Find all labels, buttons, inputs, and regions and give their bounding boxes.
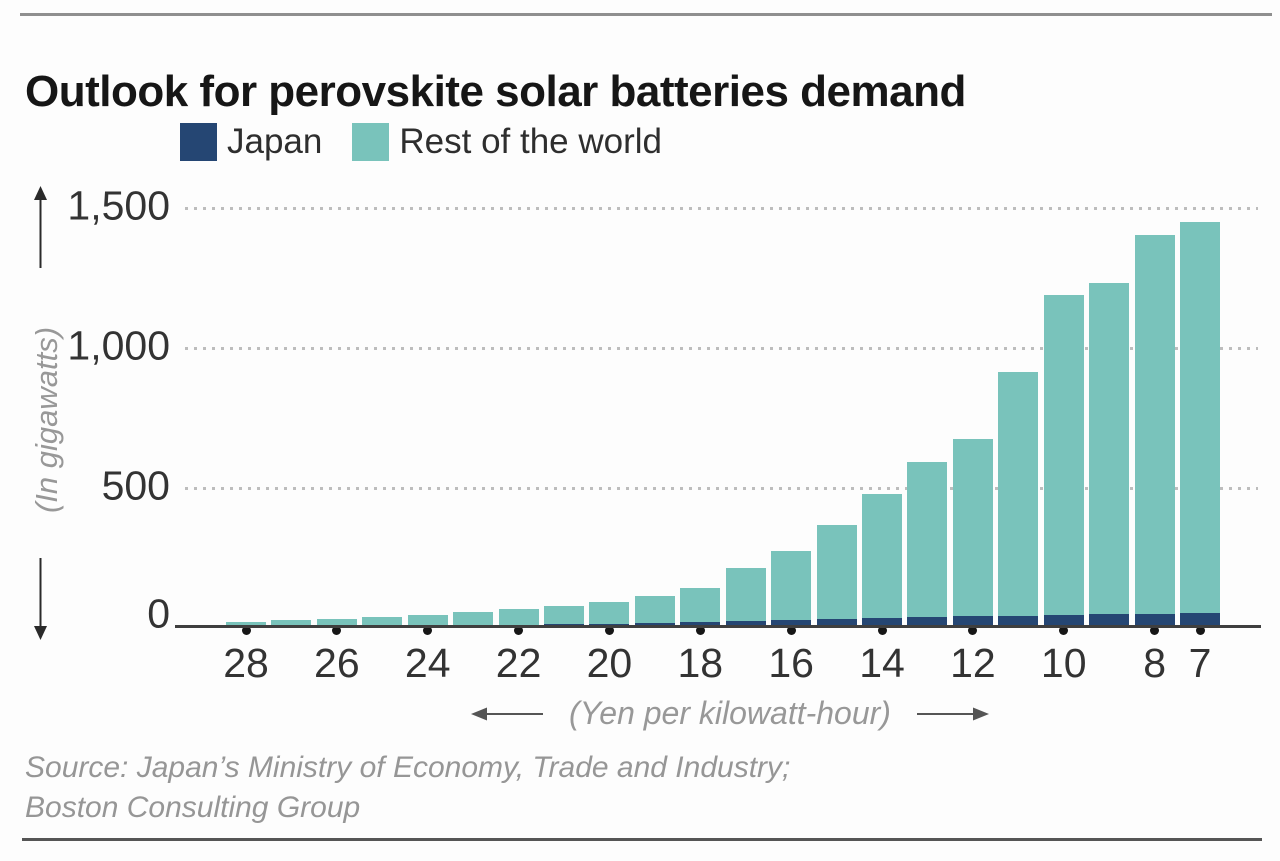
- x-tick-label: 26: [314, 640, 360, 686]
- bar-rest-of-world-segment: [725, 568, 766, 622]
- x-tick-dot: [695, 626, 705, 635]
- x-tick-dot: [968, 626, 978, 635]
- bar-japan-segment: [634, 622, 675, 627]
- bar-japan-segment: [998, 615, 1039, 627]
- legend-label-japan: Japan: [227, 122, 323, 161]
- bar-rest-of-world-segment: [952, 438, 993, 617]
- y-tick-label-1000: 1,000: [67, 322, 170, 369]
- bar-rest-of-world-segment: [226, 621, 266, 627]
- x-tick-dot: [1150, 626, 1160, 635]
- x-axis-unit-row: (Yen per kilowatt-hour): [400, 695, 1060, 732]
- bar-rest-of-world-segment: [680, 587, 721, 622]
- bar-rest-of-world-segment: [1180, 222, 1221, 613]
- y-axis-down-arrow-icon: [34, 558, 47, 640]
- x-tick-label: 7: [1188, 640, 1212, 686]
- bar-japan-segment: [1180, 613, 1221, 627]
- x-axis-right-arrow-icon: [916, 707, 989, 720]
- chart-title: Outlook for perovskite solar batteries d…: [25, 67, 966, 117]
- x-tick-dot: [786, 626, 796, 635]
- bar-japan-segment: [1089, 614, 1130, 627]
- x-tick-dot: [604, 626, 614, 635]
- gridline-500: [185, 487, 1258, 490]
- bar-rest-of-world-segment: [1043, 295, 1084, 615]
- bar-rest-of-world-segment: [544, 606, 584, 625]
- bar-japan-segment: [771, 620, 812, 627]
- y-axis-up-arrow-icon: [34, 186, 47, 268]
- bar-rest-of-world-segment: [998, 372, 1039, 616]
- y-axis-unit-label: (In gigawatts): [29, 326, 64, 514]
- bar-rest-of-world-segment: [362, 616, 403, 626]
- legend-swatch-japan: [180, 123, 217, 161]
- bar-rest-of-world-segment: [1134, 235, 1175, 614]
- x-tick-label: 14: [859, 640, 905, 686]
- bar-rest-of-world-segment: [453, 611, 494, 626]
- bottom-divider: [22, 838, 1262, 841]
- bar-rest-of-world-segment: [316, 618, 357, 626]
- x-tick-dot: [877, 626, 887, 635]
- bar-japan-segment: [952, 616, 993, 627]
- bar-rest-of-world-segment: [634, 595, 675, 623]
- bar-rest-of-world-segment: [407, 614, 448, 626]
- bar-rest-of-world-segment: [771, 550, 812, 620]
- bar-rest-of-world-segment: [907, 461, 948, 617]
- y-tick-label-1500: 1,500: [67, 182, 170, 229]
- y-tick-label-0: 0: [147, 590, 170, 637]
- x-tick-label: 28: [223, 640, 269, 686]
- x-tick-dot: [514, 626, 524, 635]
- bar-rest-of-world-segment: [862, 494, 903, 618]
- gridline-1000: [185, 347, 1258, 350]
- bar-japan-segment: [862, 617, 903, 627]
- x-tick-dot: [332, 626, 342, 635]
- bar-japan-segment: [907, 616, 948, 627]
- bar-japan-segment: [680, 621, 721, 627]
- bar-rest-of-world-segment: [1089, 282, 1130, 615]
- legend: Japan Rest of the world: [180, 122, 682, 162]
- x-tick-label: 20: [586, 640, 633, 686]
- bar-rest-of-world-segment: [271, 620, 312, 627]
- legend-swatch-rest-of-world: [352, 123, 390, 161]
- x-tick-label: 24: [404, 640, 451, 686]
- source-line-2: Boston Consulting Group: [25, 791, 361, 824]
- bar-japan-segment: [816, 618, 857, 627]
- bar-japan-segment: [725, 621, 766, 627]
- x-axis-line: [175, 625, 1261, 628]
- gridline-1500: [185, 207, 1258, 210]
- x-tick-label: 8: [1143, 640, 1166, 686]
- x-axis-left-arrow-icon: [471, 707, 544, 720]
- x-tick-dot: [1059, 626, 1069, 635]
- x-tick-label: 16: [768, 640, 814, 686]
- legend-label-rest-of-world: Rest of the world: [399, 122, 662, 161]
- x-tick-dot: [1195, 626, 1205, 635]
- x-tick-label: 10: [1040, 640, 1087, 686]
- x-tick-label: 12: [950, 640, 996, 686]
- x-axis-unit-label: (Yen per kilowatt-hour): [569, 695, 891, 731]
- x-tick-dot: [241, 626, 251, 635]
- source-line-1: Source: Japan’s Ministry of Economy, Tra…: [25, 751, 791, 784]
- bar-rest-of-world-segment: [589, 602, 630, 624]
- source-note: Source: Japan’s Ministry of Economy, Tra…: [25, 748, 790, 828]
- bar-japan-segment: [1043, 614, 1084, 627]
- x-tick-label: 18: [677, 640, 724, 686]
- y-tick-label-500: 500: [101, 462, 170, 509]
- bar-japan-segment: [1134, 613, 1175, 627]
- bar-rest-of-world-segment: [498, 609, 539, 625]
- top-divider: [20, 13, 1272, 16]
- x-tick-label: 22: [495, 640, 542, 686]
- bar-rest-of-world-segment: [816, 524, 857, 619]
- x-tick-dot: [423, 626, 433, 635]
